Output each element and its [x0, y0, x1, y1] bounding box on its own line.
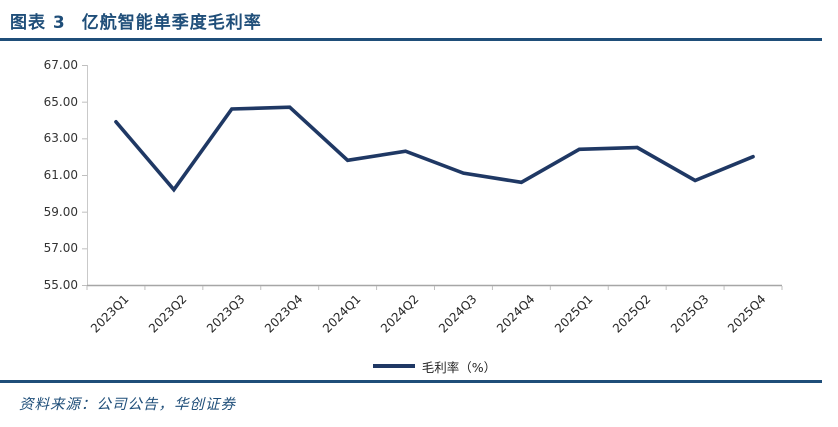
y-axis-tick-label: 65.00 — [43, 94, 78, 109]
gross-margin-series-line — [114, 105, 755, 193]
y-axis-tick-label: 59.00 — [43, 204, 78, 219]
chart-legend: 毛利率（%） — [87, 357, 782, 375]
y-axis-tick-label: 57.00 — [43, 241, 78, 256]
figure-title: 图表 3 亿航智能单季度毛利率 — [10, 8, 262, 33]
top-divider-rule — [0, 38, 822, 41]
y-axis-tick-label: 63.00 — [43, 131, 78, 146]
y-axis-tick-label: 61.00 — [43, 168, 78, 182]
legend-line-swatch — [372, 364, 415, 368]
y-axis-tick-label: 55.00 — [43, 278, 78, 292]
source-note: 资料来源：公司公告，华创证券 — [19, 397, 236, 413]
legend-label: 毛利率（%） — [421, 359, 497, 375]
y-axis-tick-label: 67.00 — [43, 58, 78, 72]
figure-number: 图表 3 — [10, 13, 66, 33]
figure-title-text: 亿航智能单季度毛利率 — [81, 13, 262, 33]
bottom-divider-rule — [0, 380, 822, 383]
